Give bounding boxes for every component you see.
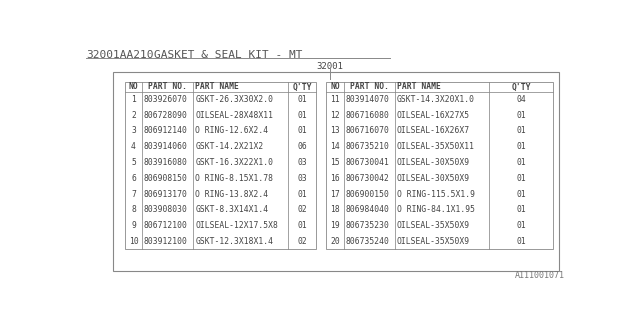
Text: 01: 01 [516, 142, 526, 151]
Text: OILSEAL-35X50X9: OILSEAL-35X50X9 [397, 221, 470, 230]
Text: 02: 02 [297, 237, 307, 246]
Text: 3: 3 [131, 126, 136, 135]
Text: NO: NO [129, 83, 138, 92]
Text: 01: 01 [516, 158, 526, 167]
Text: 11: 11 [330, 95, 340, 104]
Text: PART NO.: PART NO. [148, 83, 187, 92]
Text: 4: 4 [131, 142, 136, 151]
Text: 15: 15 [330, 158, 340, 167]
Text: 803908030: 803908030 [143, 205, 188, 214]
Text: 5: 5 [131, 158, 136, 167]
Text: 9: 9 [131, 221, 136, 230]
Text: OILSEAL-30X50X9: OILSEAL-30X50X9 [397, 174, 470, 183]
Text: 01: 01 [516, 174, 526, 183]
Text: A111001071: A111001071 [515, 271, 564, 280]
Text: 01: 01 [297, 190, 307, 199]
Text: 806735240: 806735240 [345, 237, 389, 246]
Text: 01: 01 [516, 111, 526, 120]
Text: 10: 10 [129, 237, 138, 246]
Text: Q'TY: Q'TY [511, 83, 531, 92]
Bar [125, 82, 316, 249]
Text: 1: 1 [131, 95, 136, 104]
Text: 32001: 32001 [316, 62, 343, 71]
Text: 17: 17 [330, 190, 340, 199]
Text: GSKT-14.3X20X1.0: GSKT-14.3X20X1.0 [397, 95, 475, 104]
Bar [113, 72, 559, 271]
Text: OILSEAL-16X27X5: OILSEAL-16X27X5 [397, 111, 470, 120]
Text: 803914070: 803914070 [345, 95, 389, 104]
Text: 7: 7 [131, 190, 136, 199]
Text: NO: NO [330, 83, 340, 92]
Text: 803916080: 803916080 [143, 158, 188, 167]
Text: 18: 18 [330, 205, 340, 214]
Text: 04: 04 [516, 95, 526, 104]
Text: 806900150: 806900150 [345, 190, 389, 199]
Text: 8: 8 [131, 205, 136, 214]
Text: 13: 13 [330, 126, 340, 135]
Text: 803926070: 803926070 [143, 95, 188, 104]
Text: 806735230: 806735230 [345, 221, 389, 230]
Text: 806912140: 806912140 [143, 126, 188, 135]
Text: OILSEAL-35X50X9: OILSEAL-35X50X9 [397, 237, 470, 246]
Text: OILSEAL-35X50X11: OILSEAL-35X50X11 [397, 142, 475, 151]
Text: GSKT-12.3X18X1.4: GSKT-12.3X18X1.4 [195, 237, 273, 246]
Text: 01: 01 [516, 237, 526, 246]
Text: 01: 01 [516, 190, 526, 199]
Text: OILSEAL-30X50X9: OILSEAL-30X50X9 [397, 158, 470, 167]
Text: 16: 16 [330, 174, 340, 183]
Text: 14: 14 [330, 142, 340, 151]
Text: 806716070: 806716070 [345, 126, 389, 135]
Text: GASKET & SEAL KIT - MT: GASKET & SEAL KIT - MT [154, 50, 302, 60]
Text: 806712100: 806712100 [143, 221, 188, 230]
Text: O RING-8.15X1.78: O RING-8.15X1.78 [195, 174, 273, 183]
Text: 19: 19 [330, 221, 340, 230]
Text: 32001AA210: 32001AA210 [86, 50, 154, 60]
Text: 2: 2 [131, 111, 136, 120]
Text: 03: 03 [297, 174, 307, 183]
Text: 01: 01 [516, 205, 526, 214]
Text: GSKT-16.3X22X1.0: GSKT-16.3X22X1.0 [195, 158, 273, 167]
Text: 02: 02 [297, 205, 307, 214]
Text: OILSEAL-28X48X11: OILSEAL-28X48X11 [195, 111, 273, 120]
Text: 01: 01 [297, 95, 307, 104]
Text: 806716080: 806716080 [345, 111, 389, 120]
Text: O RING-12.6X2.4: O RING-12.6X2.4 [195, 126, 269, 135]
Text: 6: 6 [131, 174, 136, 183]
Text: 806735210: 806735210 [345, 142, 389, 151]
Text: 12: 12 [330, 111, 340, 120]
Text: O RING-13.8X2.4: O RING-13.8X2.4 [195, 190, 269, 199]
Text: PART NO.: PART NO. [349, 83, 388, 92]
Text: OILSEAL-16X26X7: OILSEAL-16X26X7 [397, 126, 470, 135]
Text: Q'TY: Q'TY [292, 83, 312, 92]
Text: 01: 01 [297, 126, 307, 135]
Text: GSKT-26.3X30X2.0: GSKT-26.3X30X2.0 [195, 95, 273, 104]
Bar [326, 82, 553, 249]
Text: 03: 03 [297, 158, 307, 167]
Text: 01: 01 [516, 126, 526, 135]
Text: O RING-115.5X1.9: O RING-115.5X1.9 [397, 190, 475, 199]
Text: 20: 20 [330, 237, 340, 246]
Text: PART NAME: PART NAME [397, 83, 441, 92]
Text: 806984040: 806984040 [345, 205, 389, 214]
Text: 806908150: 806908150 [143, 174, 188, 183]
Text: 01: 01 [516, 221, 526, 230]
Text: OILSEAL-12X17.5X8: OILSEAL-12X17.5X8 [195, 221, 278, 230]
Text: 01: 01 [297, 221, 307, 230]
Text: 806730042: 806730042 [345, 174, 389, 183]
Text: 01: 01 [297, 111, 307, 120]
Text: 803914060: 803914060 [143, 142, 188, 151]
Text: O RING-84.1X1.95: O RING-84.1X1.95 [397, 205, 475, 214]
Text: GSKT-14.2X21X2: GSKT-14.2X21X2 [195, 142, 264, 151]
Text: 806728090: 806728090 [143, 111, 188, 120]
Text: 803912100: 803912100 [143, 237, 188, 246]
Text: PART NAME: PART NAME [195, 83, 239, 92]
Text: 806730041: 806730041 [345, 158, 389, 167]
Text: GSKT-8.3X14X1.4: GSKT-8.3X14X1.4 [195, 205, 269, 214]
Text: 806913170: 806913170 [143, 190, 188, 199]
Text: 06: 06 [297, 142, 307, 151]
